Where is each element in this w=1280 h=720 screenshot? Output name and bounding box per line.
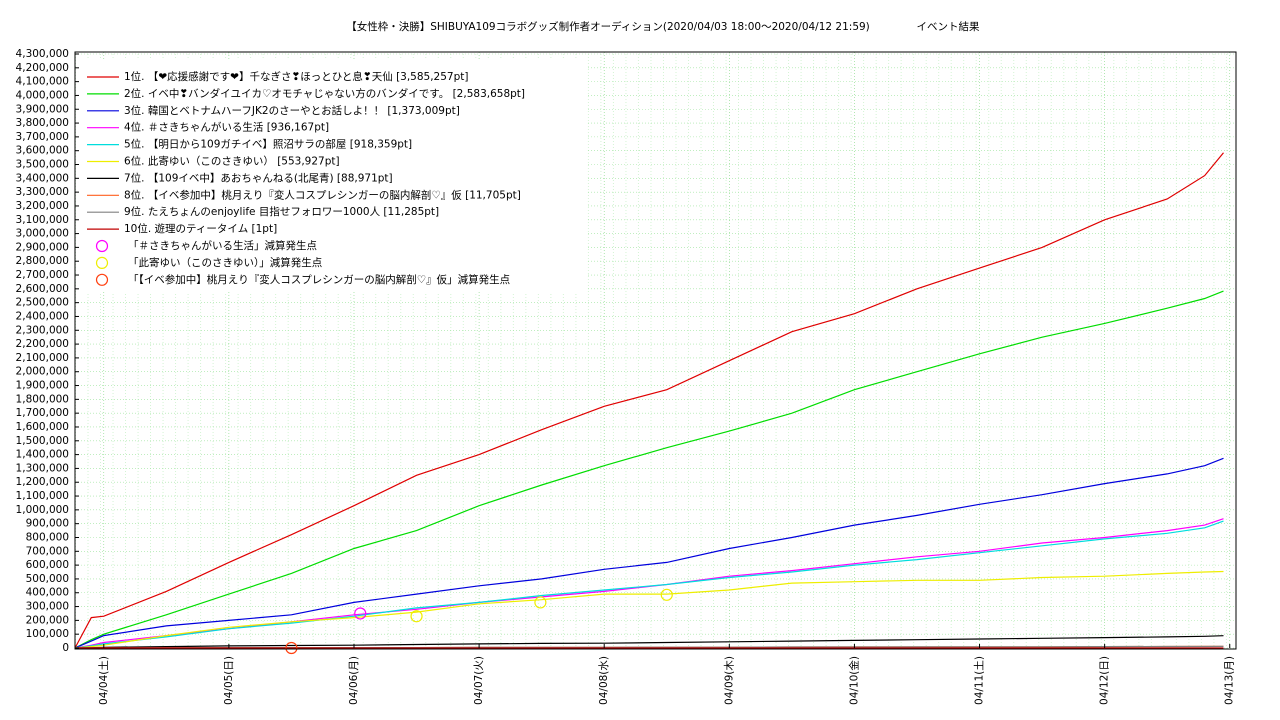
- y-tick-label: 600,000: [26, 559, 69, 571]
- y-tick-label: 800,000: [26, 531, 69, 543]
- y-tick-label: 2,700,000: [16, 269, 69, 281]
- y-tick-label: 300,000: [26, 601, 69, 613]
- x-tick-label: 04/04(土): [97, 656, 110, 705]
- series-line: [74, 570, 1224, 649]
- y-tick-label: 1,700,000: [16, 407, 69, 419]
- y-tick-label: 4,200,000: [16, 62, 69, 74]
- y-tick-label: 1,100,000: [16, 490, 69, 502]
- series-line: [74, 152, 1224, 649]
- x-tick-label: 04/07(火): [473, 656, 485, 705]
- y-tick-label: 2,100,000: [16, 352, 69, 364]
- decrease-marker: [410, 610, 423, 623]
- decrease-marker: [354, 607, 367, 620]
- legend-label: 9位. たえちょんのenjoylife 目指せフォロワー1000人 [11,28…: [124, 205, 439, 218]
- x-tick-label: 04/08(水): [598, 656, 610, 705]
- legend-label: 3位. 韓国とベトナムハーフJK2のさーやとお話しよ！！ [1,373,009p…: [124, 104, 460, 117]
- y-tick-label: 0: [62, 642, 69, 654]
- legend-label: 2位. イベ中❣バンダイユイカ♡オモチャじゃない方のバンダイです。 [2,583…: [124, 87, 525, 100]
- y-tick-label: 100,000: [26, 628, 69, 640]
- legend-label: 4位. ＃さきちゃんがいる生活 [936,167pt]: [124, 121, 329, 134]
- decrease-marker: [285, 641, 298, 655]
- x-tick-label: 04/06(月): [348, 656, 360, 705]
- y-tick-label: 3,900,000: [16, 103, 69, 115]
- y-tick-label: 3,800,000: [16, 117, 69, 129]
- y-tick-label: 1,400,000: [16, 449, 69, 461]
- y-tick-label: 1,800,000: [16, 393, 69, 405]
- legend-label: 「【イベ参加中】桃月えり『変人コスプレシンガーの脳内解剖♡』仮」減算発生点: [128, 273, 510, 286]
- y-tick-label: 3,400,000: [16, 172, 69, 184]
- x-tick-label: 04/10(金): [847, 656, 860, 705]
- y-tick-label: 1,600,000: [16, 421, 69, 433]
- series-line: [74, 290, 1224, 649]
- y-tick-label: 2,800,000: [16, 255, 69, 267]
- chart-title: 【女性枠・決勝】SHIBUYA109コラボグッズ制作者オーディション(2020/…: [346, 20, 870, 33]
- legend-label: 5位. 【明日から109ガチイベ】照沼サラの部屋 [918,359pt]: [124, 138, 412, 151]
- series-line: [74, 520, 1224, 649]
- y-tick-label: 1,000,000: [16, 504, 69, 516]
- chart-subtitle: イベント結果: [917, 20, 980, 33]
- y-tick-label: 2,000,000: [16, 366, 69, 378]
- legend-label: 6位. 此寄ゆい（このさきゆい） [553,927pt]: [124, 155, 340, 168]
- y-tick-label: 4,100,000: [16, 76, 69, 88]
- y-tick-label: 1,300,000: [16, 462, 69, 474]
- y-tick-label: 700,000: [26, 545, 69, 557]
- series-line: [74, 635, 1224, 649]
- legend-label: 8位. 【イベ参加中】桃月えり『変人コスプレシンガーの脳内解剖♡』仮 [11,7…: [124, 188, 521, 201]
- y-tick-label: 1,500,000: [16, 435, 69, 447]
- x-tick-label: 04/12(日): [1099, 656, 1111, 705]
- y-tick-label: 3,600,000: [16, 145, 69, 157]
- y-tick-label: 2,300,000: [16, 324, 69, 336]
- y-tick-label: 2,500,000: [16, 297, 69, 309]
- x-tick-label: 04/05(日): [223, 656, 235, 705]
- y-tick-label: 3,100,000: [16, 214, 69, 226]
- legend-label: 1位. 【❤応援感謝です❤】千なぎさ❣ほっとひと息❣天仙 [3,585,257p…: [124, 70, 468, 83]
- y-tick-label: 4,300,000: [16, 48, 69, 60]
- y-tick-label: 2,900,000: [16, 241, 69, 253]
- y-tick-label: 3,200,000: [16, 200, 69, 212]
- y-tick-label: 400,000: [26, 587, 69, 599]
- legend-marker: [95, 273, 109, 286]
- y-tick-label: 3,000,000: [16, 228, 69, 240]
- x-tick-label: 04/13(月): [1224, 656, 1236, 705]
- legend-label: 10位. 遊理のティータイム [1pt]: [124, 222, 277, 235]
- y-tick-label: 200,000: [26, 614, 69, 626]
- legend-label: 「＃さきちゃんがいる生活」減算発生点: [128, 239, 317, 252]
- plot-frame: [74, 51, 1237, 650]
- legend: 1位. 【❤応援感謝です❤】千なぎさ❣ほっとひと息❣天仙 [3,585,257p…: [78, 60, 586, 292]
- decrease-marker: [660, 588, 673, 601]
- series-line: [74, 457, 1224, 649]
- y-tick-label: 3,500,000: [16, 159, 69, 171]
- y-tick-label: 3,300,000: [16, 186, 69, 198]
- y-tick-label: 1,900,000: [16, 380, 69, 392]
- legend-label: 「此寄ゆい（このさきゆい）」減算発生点: [128, 256, 322, 269]
- legend-label: 7位. 【109イベ中】あおちゃんねる(北尾青) [88,971pt]: [124, 171, 393, 184]
- y-tick-label: 500,000: [26, 573, 69, 585]
- y-tick-label: 4,000,000: [16, 89, 69, 101]
- series-line: [74, 518, 1224, 649]
- x-tick-label: 04/11(土): [973, 656, 986, 705]
- y-tick-label: 2,200,000: [16, 338, 69, 350]
- legend-box: [78, 60, 586, 292]
- legend-marker: [95, 239, 109, 253]
- y-tick-label: 3,700,000: [16, 131, 69, 143]
- y-tick-label: 1,200,000: [16, 476, 69, 488]
- legend-marker: [95, 256, 109, 269]
- y-tick-label: 2,400,000: [16, 310, 69, 322]
- x-tick-label: 04/09(木): [723, 656, 735, 705]
- y-tick-label: 2,600,000: [16, 283, 69, 295]
- decrease-marker: [534, 596, 547, 609]
- y-tick-label: 900,000: [26, 518, 69, 530]
- plot: [74, 152, 1224, 655]
